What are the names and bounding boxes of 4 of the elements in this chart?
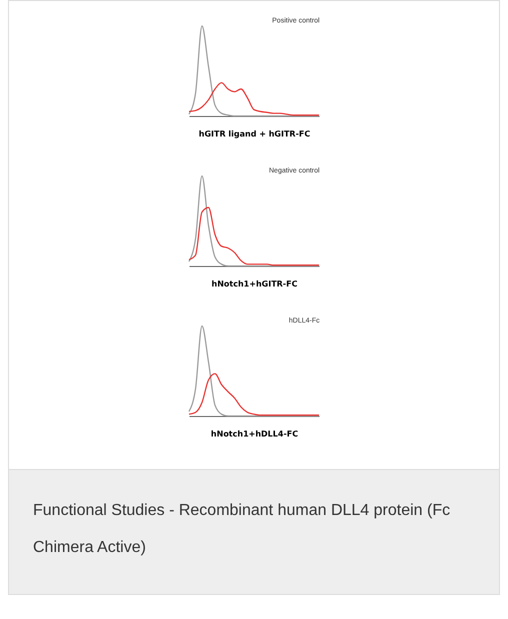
x-axis-title: hNotch1+hGITR-FC bbox=[212, 280, 298, 288]
text: Functional Studies - Recombinant human DLL4 protein (Fc Chimera Active) bbox=[33, 502, 450, 556]
x-axis-title: hNotch1+hDLL4-FC bbox=[210, 430, 298, 438]
x-axis-title: hGITR ligand + hGITR-FC bbox=[198, 130, 310, 138]
